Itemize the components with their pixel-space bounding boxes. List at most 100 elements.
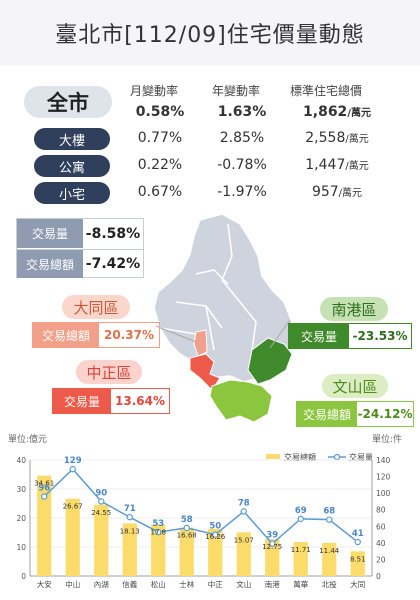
line-point (155, 528, 162, 536)
citywide-price: 1,862/萬元 (303, 104, 371, 120)
right-tick-label: 40 (376, 539, 386, 548)
bar-value-label: 34.61 (34, 480, 54, 488)
line-point (98, 498, 105, 505)
bar-amount (179, 527, 194, 576)
citywide-volume-value: -8.58% (85, 225, 141, 242)
bar-amount (37, 475, 52, 576)
line-value-label: 58 (181, 515, 193, 525)
right-tick-label: 100 (376, 489, 391, 498)
bar-value-label: 8.51 (350, 555, 366, 563)
citywide-change-box: 交易量 -8.58% 交易總額 -7.42% (16, 218, 144, 278)
citywide-month: 0.58% (135, 104, 185, 120)
line-value-label: 129 (64, 456, 82, 466)
x-tick-label: 南港 (265, 579, 280, 589)
box-wenshan: 交易總額 -24.12% (296, 401, 414, 427)
nangang-value: -23.53% (352, 329, 408, 343)
right-axis-unit: 單位:件 (372, 433, 402, 445)
zhongzheng-metric: 交易量 (53, 389, 111, 413)
line-value-label: 96 (38, 483, 50, 493)
category-pill-apartment: 公寓 (34, 155, 110, 177)
category-pill-small-unit: 小宅 (34, 182, 110, 204)
bar-value-label: 15.07 (234, 536, 254, 544)
line-point (326, 516, 333, 523)
apartment-price: 1,447/萬元 (305, 157, 369, 173)
bar-amount (265, 539, 280, 576)
wenshan-value: -24.12% (357, 407, 413, 421)
line-point (41, 493, 48, 500)
tag-zhongzheng: 中正區 (76, 360, 142, 384)
wenshan-metric: 交易總額 (297, 402, 357, 426)
legend-bar-label: 交易總額 (284, 452, 316, 462)
bar-amount (65, 498, 80, 576)
header-year-change: 年變動率 (212, 84, 261, 98)
bar-amount (236, 532, 251, 576)
zhongzheng-value: 13.64% (115, 394, 165, 408)
line-point (297, 515, 304, 523)
bar-amount (122, 523, 137, 576)
map-district-nangang (247, 337, 293, 385)
chart-legend: 交易總額 交易量 (266, 452, 373, 462)
district-combo-chart: 單位:億元 單位:件 交易總額 交易量 0 10 20 30 40 0 20 40 60 80 10… (8, 433, 402, 589)
legend-bar-swatch (266, 454, 280, 459)
bar-value-label: 26.67 (63, 503, 83, 511)
line-point (183, 524, 190, 532)
nangang-metric: 交易量 (289, 324, 349, 348)
right-tick-label: 60 (376, 522, 386, 531)
line-point (240, 508, 247, 515)
left-axis-unit: 單位:億元 (8, 433, 47, 445)
line-point (126, 513, 133, 521)
datong-metric: 交易總額 (33, 323, 99, 347)
stats-table: 月變動率 年變動率 標準住宅總價 全市 0.58% 1.63% 1,862/萬元… (0, 76, 420, 206)
tag-nangang: 南港區 (320, 297, 388, 321)
bar-amount (94, 504, 109, 576)
bar-amount (293, 542, 308, 576)
right-tick-label: 80 (376, 506, 386, 515)
left-tick-label: 40 (16, 456, 26, 465)
building-price: 2,558/萬元 (305, 130, 369, 146)
bar-value-label: 16.26 (205, 533, 226, 541)
legend-line-marker (333, 453, 341, 461)
x-tick-label: 士林 (179, 579, 194, 589)
citywide-volume-label: 交易量 (17, 219, 83, 248)
page-title: 臺北市[112/09]住宅價量動態 (55, 23, 365, 48)
x-tick-label: 大安 (37, 579, 52, 589)
line-value-label: 90 (95, 488, 107, 498)
map-connector-nangang (269, 319, 291, 349)
line-value-label: 71 (124, 504, 136, 514)
x-tick-label: 松山 (151, 579, 166, 589)
x-tick-label: 信義 (122, 579, 137, 589)
map-connector-datong (155, 325, 197, 343)
right-tick-label: 120 (376, 473, 391, 482)
header-month-change: 月變動率 (130, 84, 179, 98)
tag-wenshan: 文山區 (322, 374, 388, 398)
citywide-amount-value: -7.42% (85, 256, 141, 272)
citywide-amount-row: 交易總額 -7.42% (17, 249, 143, 278)
bar-value-label: 11.71 (291, 546, 311, 554)
x-tick-label: 內湖 (94, 580, 109, 589)
legend-line-label: 交易量 (349, 452, 373, 462)
x-tick-label: 北投 (322, 579, 337, 589)
line-value-label: 69 (295, 506, 307, 516)
line-volume (43, 468, 359, 545)
box-datong: 交易總額 20.37% (32, 322, 160, 348)
line-value-label: 50 (209, 522, 221, 532)
bar-value-label: 18.13 (120, 527, 140, 535)
citywide-year: 1.63% (217, 104, 267, 120)
bar-value-label: 12.75 (262, 543, 282, 551)
line-value-label: 78 (238, 498, 250, 508)
line-point (269, 540, 276, 547)
line-point (69, 465, 76, 473)
line-point (354, 538, 361, 546)
x-tick-label: 中山 (65, 579, 80, 589)
right-tick-label: 20 (376, 555, 386, 564)
right-tick-label: 0 (376, 572, 381, 581)
bar-value-label: 24.55 (91, 509, 111, 517)
building-year: 2.85% (219, 130, 265, 146)
map-city-outline (153, 213, 293, 383)
building-month: 0.77% (137, 130, 183, 146)
citywide-volume-row: 交易量 -8.58% (17, 219, 143, 248)
small-unit-month: 0.67% (137, 184, 183, 200)
small-unit-year: -1.97% (217, 184, 267, 200)
apartment-month: 0.22% (137, 157, 183, 173)
citywide-amount-label: 交易總額 (17, 250, 83, 278)
